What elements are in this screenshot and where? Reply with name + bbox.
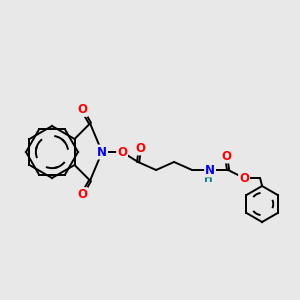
Text: N: N <box>205 164 215 176</box>
Text: H: H <box>204 174 212 184</box>
Text: O: O <box>239 172 249 184</box>
Text: O: O <box>77 103 87 116</box>
Text: O: O <box>135 142 145 154</box>
Text: O: O <box>117 146 127 158</box>
Text: O: O <box>221 149 231 163</box>
Text: O: O <box>77 188 87 201</box>
Text: N: N <box>97 146 107 158</box>
